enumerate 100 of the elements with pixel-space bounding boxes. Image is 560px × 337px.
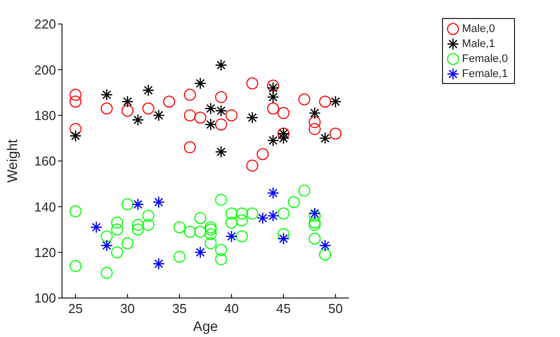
- point: [204, 221, 217, 234]
- point: [318, 239, 332, 252]
- point: [100, 230, 113, 242]
- point: [225, 216, 238, 229]
- point: [298, 184, 310, 197]
- point: [215, 104, 228, 117]
- point: [100, 266, 113, 279]
- point: [69, 130, 82, 142]
- point: [174, 250, 186, 263]
- point: [100, 88, 113, 101]
- point: [122, 198, 134, 210]
- point: [204, 228, 217, 240]
- point: [152, 109, 165, 122]
- x-axis-title: Age: [193, 318, 218, 334]
- point: [277, 208, 290, 220]
- x-tick-label: 40: [224, 301, 239, 316]
- point: [225, 109, 238, 122]
- point: [122, 237, 134, 250]
- point: [142, 102, 154, 114]
- point: [246, 112, 258, 124]
- x-tick-label: 30: [120, 301, 135, 316]
- point: [152, 258, 165, 270]
- point: [236, 214, 248, 226]
- legend-label: Female,0: [462, 52, 508, 64]
- point: [184, 109, 196, 122]
- point: [70, 260, 82, 272]
- point: [194, 226, 206, 238]
- point: [122, 104, 134, 117]
- point: [204, 102, 217, 115]
- point: [194, 212, 206, 224]
- point: [225, 208, 238, 220]
- x-tick-label: 45: [276, 301, 291, 316]
- point: [174, 221, 186, 234]
- point: [266, 82, 280, 94]
- y-tick-label: 100: [34, 290, 56, 306]
- point: [132, 198, 144, 210]
- point: [329, 96, 342, 108]
- point: [70, 96, 82, 108]
- point: [163, 96, 176, 108]
- legend-label: Female,1: [462, 68, 508, 80]
- point: [256, 148, 269, 160]
- point: [132, 218, 144, 231]
- point: [184, 88, 196, 101]
- point: [308, 106, 321, 120]
- point: [308, 232, 321, 245]
- x-tick-label: 50: [328, 301, 343, 316]
- point: [142, 210, 154, 222]
- y-tick-label: 180: [34, 108, 56, 123]
- point: [215, 118, 228, 130]
- point: [132, 224, 144, 236]
- point: [215, 244, 228, 256]
- point: [308, 207, 321, 220]
- y-tick-label: 220: [34, 16, 56, 32]
- legend-label: Male,1: [462, 38, 496, 50]
- point: [215, 91, 228, 104]
- point: [152, 196, 165, 208]
- legend-label: Male,0: [462, 22, 496, 34]
- point: [194, 112, 206, 124]
- point: [215, 59, 228, 72]
- point: [319, 96, 332, 108]
- point: [194, 246, 206, 258]
- point: [277, 107, 290, 120]
- point: [215, 146, 228, 158]
- point: [298, 93, 310, 106]
- point: [70, 205, 82, 218]
- point: [111, 246, 124, 258]
- point: [70, 123, 82, 136]
- point: [308, 116, 321, 128]
- point: [121, 96, 134, 108]
- point: [329, 128, 342, 140]
- point: [308, 123, 321, 136]
- point: [100, 102, 113, 114]
- point: [100, 239, 113, 252]
- point: [215, 253, 228, 266]
- point: [267, 80, 280, 92]
- y-tick-label: 120: [34, 244, 56, 260]
- point: [246, 208, 258, 220]
- point: [277, 232, 290, 245]
- point: [319, 248, 332, 261]
- point: [246, 160, 258, 172]
- point: [308, 210, 321, 222]
- point: [142, 218, 154, 231]
- point: [204, 237, 217, 250]
- point: [184, 141, 196, 154]
- point: [184, 226, 196, 238]
- point: [236, 208, 248, 220]
- point: [111, 216, 124, 229]
- point: [194, 77, 206, 90]
- y-tick-label: 140: [34, 199, 56, 214]
- point: [266, 186, 280, 200]
- point: [225, 230, 238, 242]
- point: [236, 230, 248, 242]
- point: [70, 88, 82, 101]
- point: [246, 77, 258, 90]
- point: [318, 132, 332, 144]
- point: [204, 224, 217, 236]
- point: [267, 102, 280, 114]
- point: [111, 224, 124, 236]
- point: [215, 194, 228, 206]
- point: [277, 228, 290, 240]
